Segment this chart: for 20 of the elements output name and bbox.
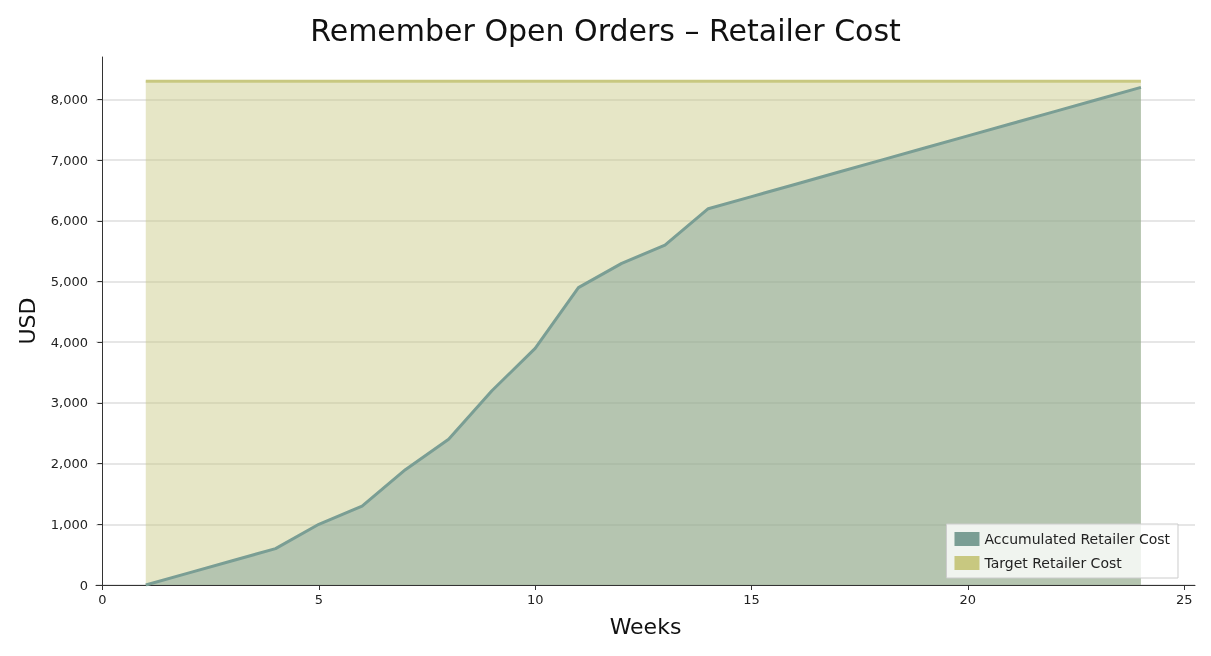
y-tick-label: 0 xyxy=(79,577,88,593)
x-tick-label: 0 xyxy=(98,592,107,607)
legend-label: Target Retailer Cost xyxy=(983,555,1123,571)
legend-label: Accumulated Retailer Cost xyxy=(984,531,1171,547)
x-tick-label: 25 xyxy=(1175,592,1193,607)
x-axis-title: Weeks xyxy=(609,613,682,639)
x-tick-label: 15 xyxy=(743,592,760,607)
y-tick-label: 1,000 xyxy=(50,516,88,532)
x-tick-label: 5 xyxy=(314,592,323,607)
y-tick-label: 2,000 xyxy=(50,456,88,472)
y-tick-label: 3,000 xyxy=(50,395,88,411)
y-tick-label: 4,000 xyxy=(50,334,88,350)
y-tick-label: 5,000 xyxy=(50,274,88,290)
chart-title: Remember Open Orders – Retailer Cost xyxy=(310,12,902,48)
y-tick-label: 7,000 xyxy=(50,152,88,168)
x-tick-label: 10 xyxy=(526,592,544,607)
x-tick-label: 20 xyxy=(959,592,977,607)
y-axis-title: USD xyxy=(14,297,40,345)
y-tick-label: 6,000 xyxy=(50,213,88,229)
y-tick-label: 8,000 xyxy=(50,91,88,107)
